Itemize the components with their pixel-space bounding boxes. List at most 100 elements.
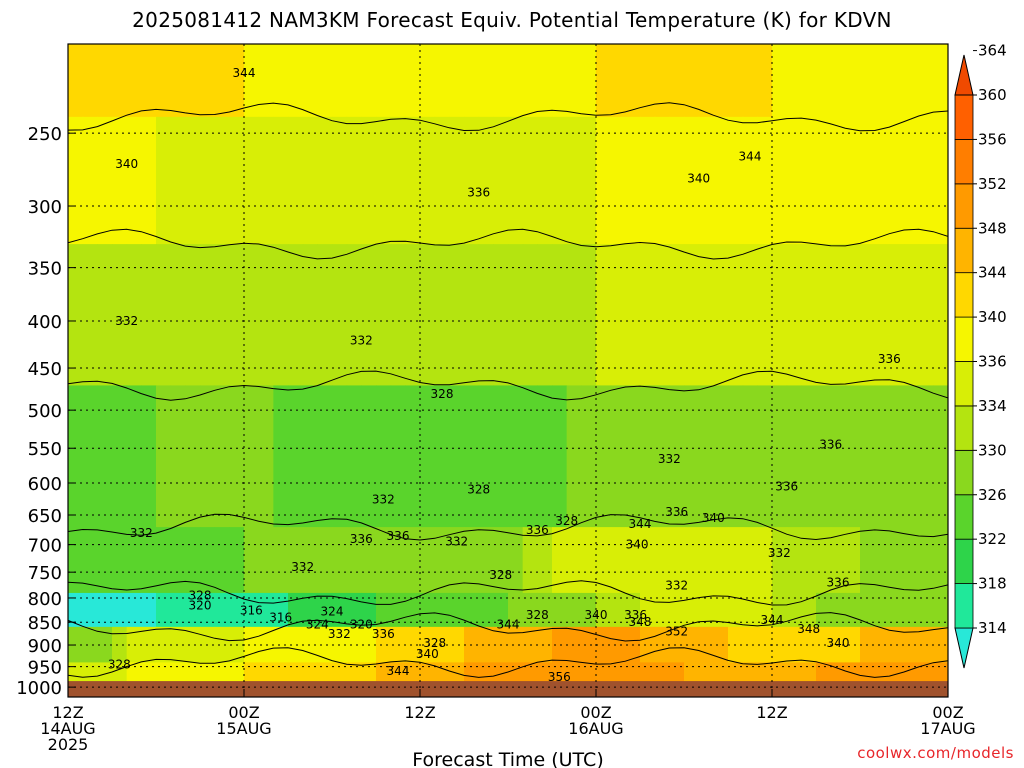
- heatmap-cell: [332, 116, 348, 245]
- colorbar-swatch: [954, 139, 974, 185]
- heatmap-cell: [68, 44, 84, 118]
- heatmap-cell: [288, 592, 304, 628]
- heatmap-cell: [82, 116, 98, 245]
- heatmap-cell: [830, 385, 846, 528]
- heatmap-cell: [82, 592, 98, 628]
- heatmap-cell: [376, 662, 392, 682]
- heatmap-cell: [742, 385, 758, 528]
- heatmap-cell: [185, 116, 201, 245]
- heatmap-cell: [610, 116, 626, 245]
- heatmap-cell: [640, 44, 656, 118]
- heatmap-cell: [552, 385, 568, 528]
- heatmap-cell: [390, 527, 406, 594]
- colorbar-swatch: [954, 183, 974, 229]
- heatmap-cell: [757, 244, 773, 387]
- heatmap-cell: [772, 44, 788, 118]
- contour-label: 336: [624, 608, 647, 622]
- heatmap-cell: [596, 527, 612, 594]
- heatmap-cell: [156, 592, 172, 628]
- heatmap-cell: [713, 44, 729, 118]
- heatmap-cell: [346, 527, 362, 594]
- x-tick-time: 00Z: [228, 703, 259, 722]
- heatmap-cell: [464, 244, 480, 387]
- heatmap-cell: [566, 44, 582, 118]
- heatmap-cell: [244, 116, 260, 245]
- contour-label: 332: [130, 526, 153, 540]
- heatmap-cell: [170, 244, 186, 387]
- heatmap-cell: [170, 44, 186, 118]
- heatmap-field: [68, 44, 948, 697]
- heatmap-cell: [376, 592, 392, 628]
- heatmap-cell: [170, 662, 186, 682]
- contour-label: 332: [115, 314, 138, 328]
- heatmap-cell: [288, 662, 304, 682]
- colorbar-swatch: [954, 494, 974, 540]
- heatmap-cell: [816, 116, 832, 245]
- heatmap-cell: [434, 662, 450, 682]
- contour-label: 324: [321, 605, 344, 619]
- contour-label: 328: [526, 608, 549, 622]
- heatmap-cell: [610, 527, 626, 594]
- heatmap-cell: [772, 244, 788, 387]
- contour-line: [68, 513, 948, 541]
- heatmap-cell: [156, 116, 172, 245]
- heatmap-cell: [141, 385, 157, 528]
- heatmap-cell: [889, 527, 905, 594]
- contour-label: 336: [827, 576, 850, 590]
- heatmap-cell: [816, 244, 832, 387]
- x-tick-time: 12Z: [756, 703, 787, 722]
- heatmap-cell: [830, 527, 846, 594]
- heatmap-cell: [698, 244, 714, 387]
- heatmap-cell: [156, 44, 172, 118]
- contour-label: 340: [115, 157, 138, 171]
- heatmap-cell: [478, 385, 494, 528]
- heatmap-cell: [889, 44, 905, 118]
- heatmap-cell: [434, 244, 450, 387]
- heatmap-cell: [904, 44, 920, 118]
- colorbar-max-arrow: [954, 54, 974, 96]
- heatmap-cell: [640, 244, 656, 387]
- heatmap-cell: [332, 385, 348, 528]
- heatmap-cell: [904, 662, 920, 682]
- heatmap-cell: [82, 527, 98, 594]
- colorbar-min-arrow: [954, 627, 974, 669]
- heatmap-cell: [273, 44, 289, 118]
- heatmap-cell: [728, 244, 744, 387]
- contour-line: [68, 370, 948, 401]
- heatmap-cell: [566, 662, 582, 682]
- y-tick-label: 550: [28, 439, 62, 460]
- heatmap-cell: [566, 626, 582, 664]
- heatmap-cell: [757, 44, 773, 118]
- colorbar-label: 360: [978, 86, 1007, 104]
- heatmap-cell: [214, 626, 230, 664]
- heatmap-cell: [68, 592, 84, 628]
- x-tick-time: 12Z: [404, 703, 435, 722]
- heatmap-cell: [68, 116, 84, 245]
- heatmap-cell: [434, 116, 450, 245]
- heatmap-cell: [522, 44, 538, 118]
- heatmap-cell: [610, 244, 626, 387]
- heatmap-cell: [302, 44, 318, 118]
- heatmap-cell: [786, 592, 802, 628]
- heatmap-cell: [126, 385, 142, 528]
- heatmap-cell: [214, 527, 230, 594]
- heatmap-cell: [830, 244, 846, 387]
- heatmap-cell: [581, 44, 597, 118]
- heatmap-cell: [141, 662, 157, 682]
- heatmap-cell: [112, 662, 128, 682]
- heatmap-cell: [684, 44, 700, 118]
- heatmap-cell: [214, 385, 230, 528]
- heatmap-cell: [493, 592, 509, 628]
- heatmap-cell: [376, 44, 392, 118]
- heatmap-cell: [654, 527, 670, 594]
- heatmap-cell: [361, 385, 377, 528]
- heatmap-cell: [596, 385, 612, 528]
- heatmap-cell: [522, 116, 538, 245]
- heatmap-cell: [537, 662, 553, 682]
- colorbar-swatch: [954, 316, 974, 362]
- contour-label: 336: [372, 627, 395, 641]
- heatmap-cell: [112, 592, 128, 628]
- heatmap-cell: [390, 244, 406, 387]
- heatmap-cell: [141, 44, 157, 118]
- heatmap-cell: [156, 662, 172, 682]
